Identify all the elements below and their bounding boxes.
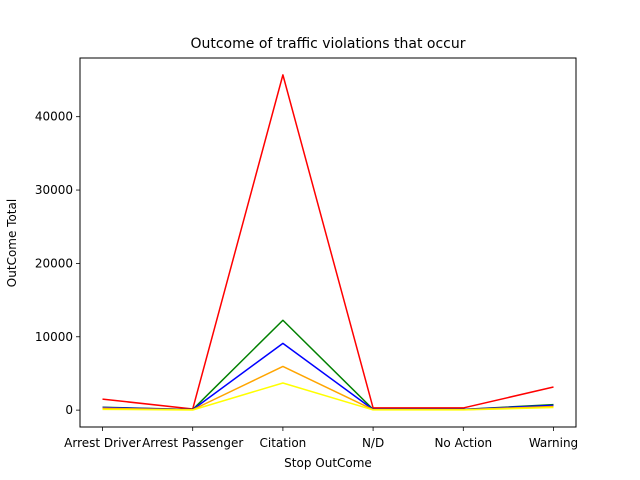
x-tick-label: Arrest Passenger — [142, 436, 243, 450]
y-axis-label: OutCome Total — [5, 199, 19, 287]
series-line-1 — [102, 74, 554, 410]
y-tick-label: 30000 — [35, 183, 73, 197]
x-tick-label: Citation — [260, 436, 307, 450]
x-axis: Arrest Driver Arrest Passenger Citation N/D… — [64, 427, 578, 450]
x-tick-label: Warning — [529, 436, 578, 450]
y-tick-label: 10000 — [35, 330, 73, 344]
y-tick-label: 40000 — [35, 110, 73, 124]
x-tick-label: Arrest Driver — [64, 436, 141, 450]
plot-frame — [79, 57, 577, 428]
chart-title: Outcome of traffic violations that occur — [190, 36, 465, 52]
y-tick-label: 20000 — [35, 256, 73, 270]
x-tick-label: No Action — [434, 436, 492, 450]
x-tick-label: N/D — [362, 436, 384, 450]
series-line-5 — [102, 382, 554, 411]
y-axis: 0 10000 20000 30000 40000 — [35, 110, 80, 417]
y-tick-label: 0 — [65, 403, 73, 417]
x-axis-label: Stop OutCome — [284, 456, 372, 470]
series-layer — [102, 74, 554, 411]
